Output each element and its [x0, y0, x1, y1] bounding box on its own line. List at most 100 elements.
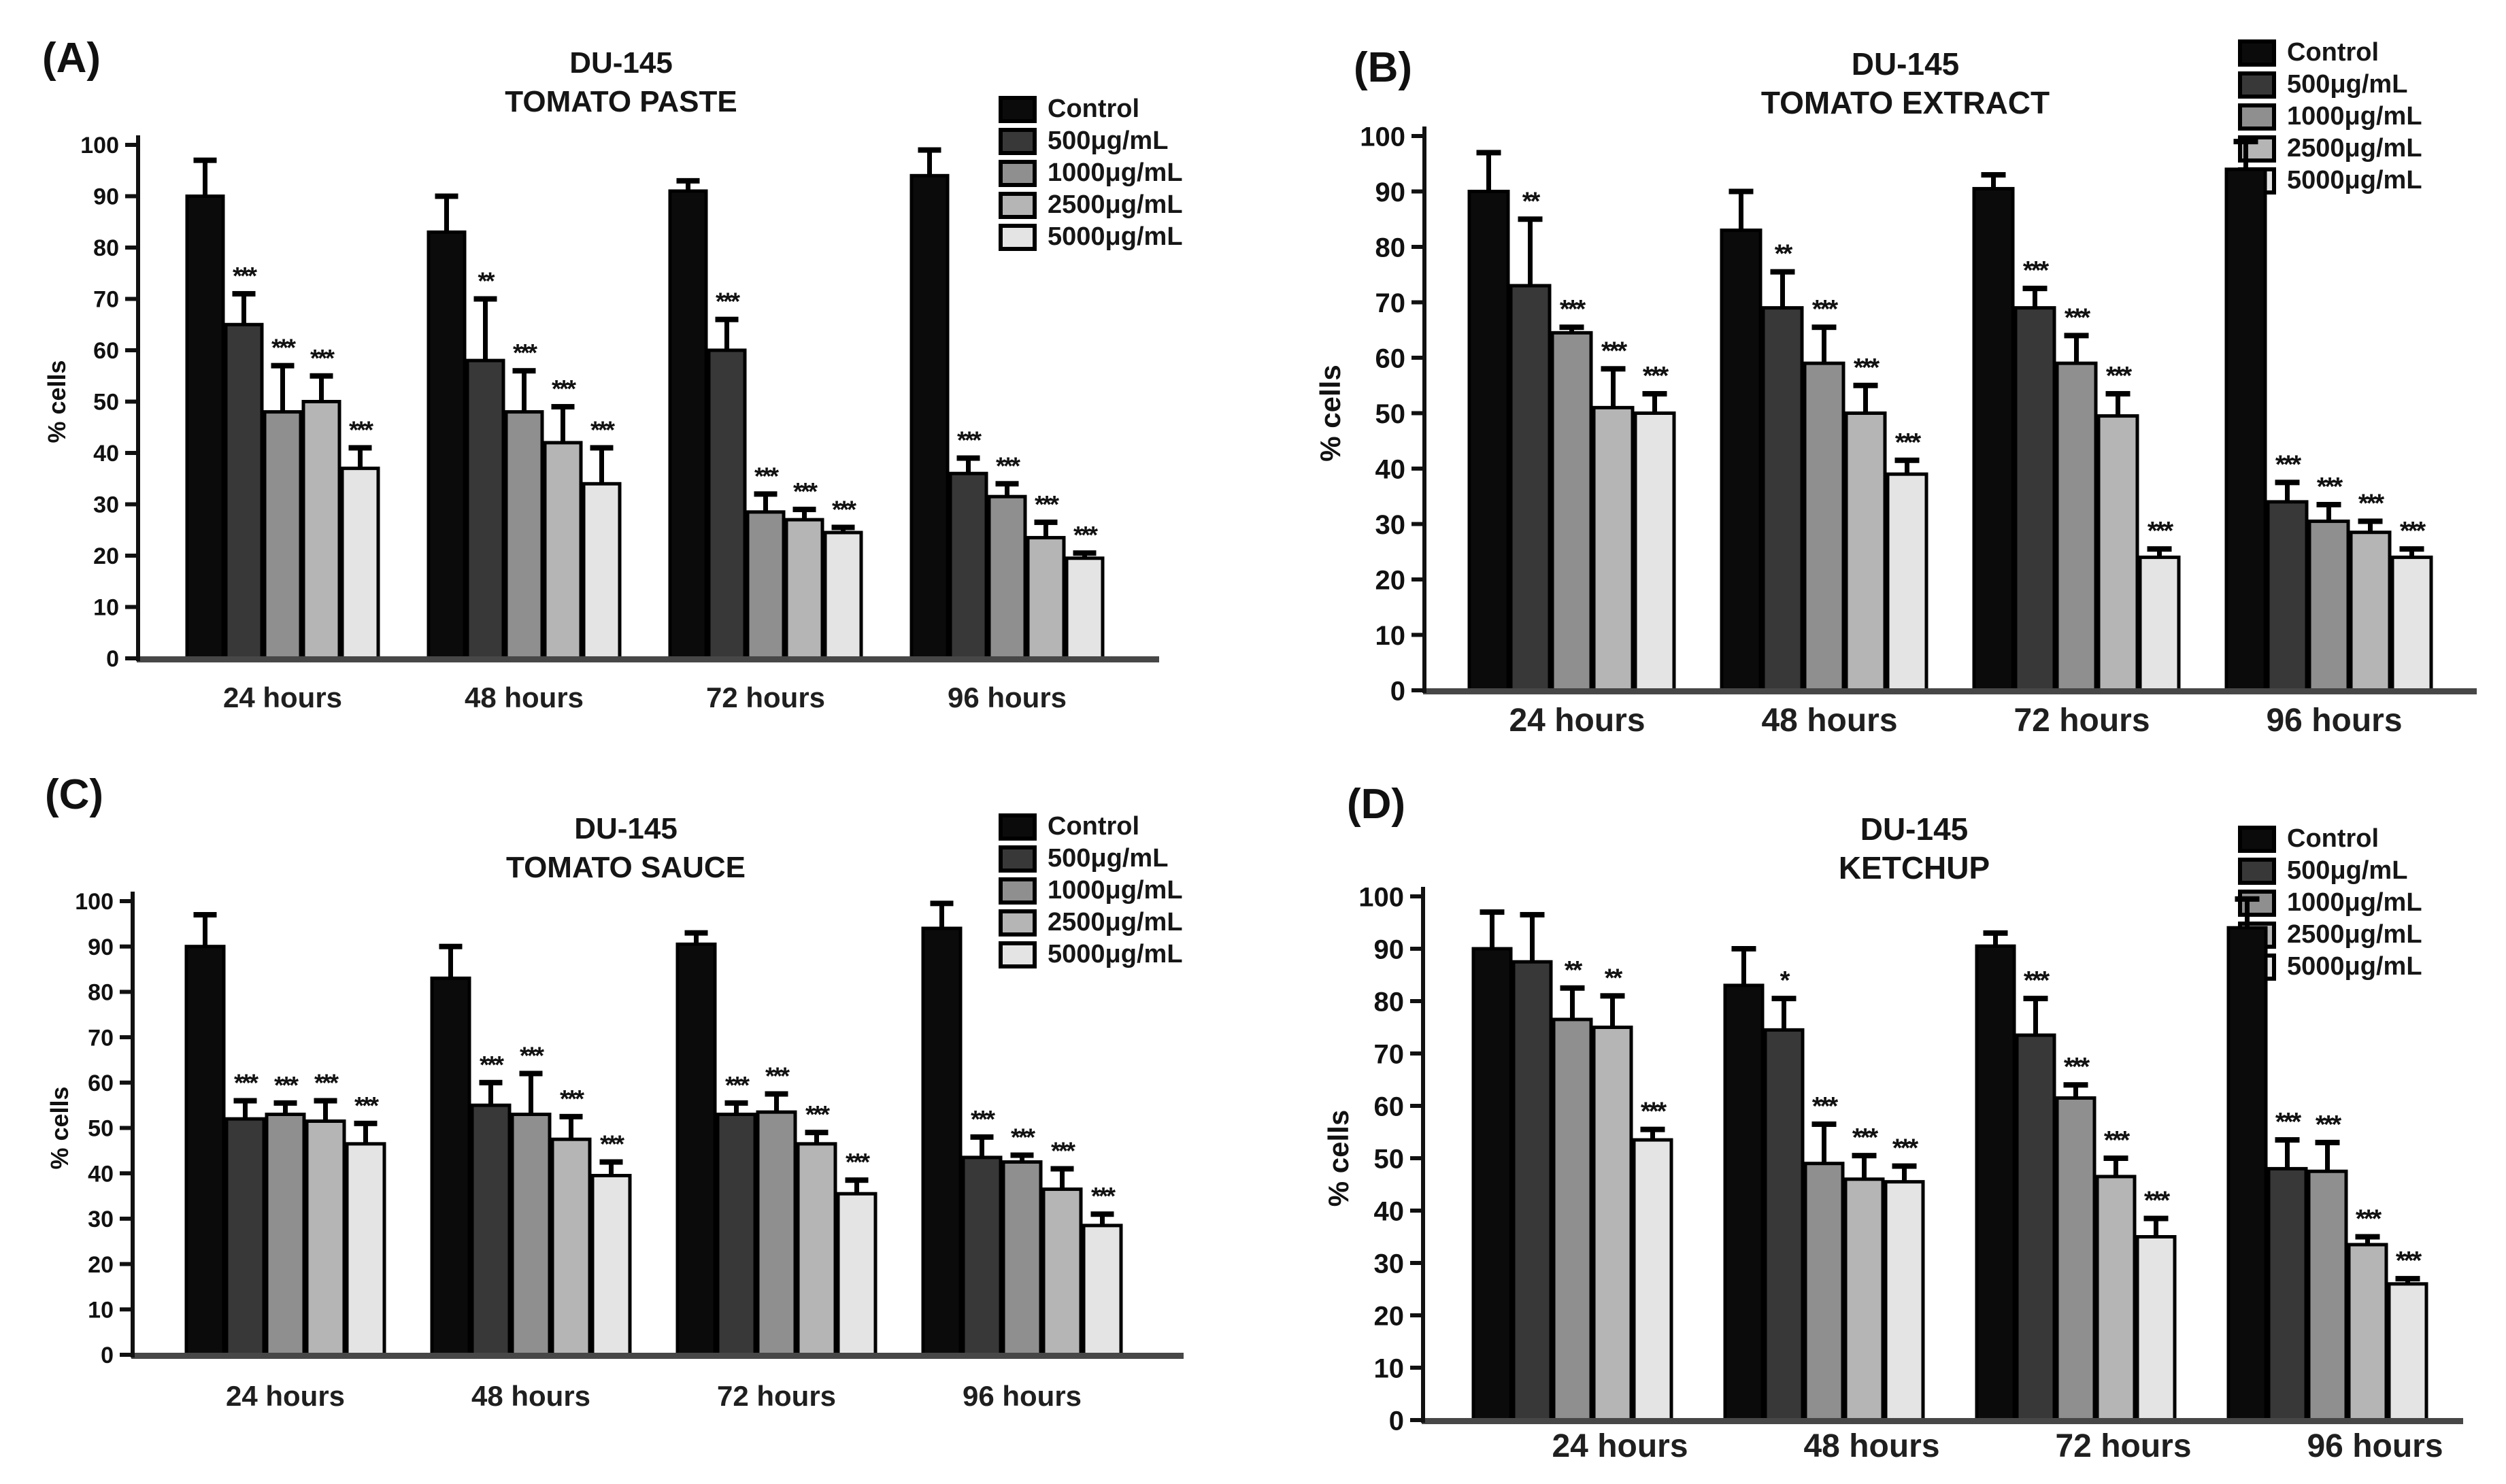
- error-bar-cap: [2235, 896, 2260, 902]
- bar: [796, 1142, 837, 1357]
- y-tick: [1411, 577, 1423, 581]
- error-bar: [2074, 335, 2079, 364]
- error-bar: [2325, 1142, 2330, 1172]
- bar: [510, 1112, 552, 1357]
- legend-label: Control: [2287, 824, 2379, 853]
- error-bar-cap: [1518, 216, 1543, 222]
- bar: [1592, 1026, 1633, 1422]
- error-bar-cap: [1640, 1126, 1665, 1132]
- y-tick: [120, 1126, 131, 1130]
- y-tick: [1410, 1051, 1422, 1056]
- error-bar-cap: [2023, 996, 2048, 1002]
- error-bar-cap: [1480, 909, 1505, 915]
- y-tick-label: 90: [88, 934, 114, 960]
- error-bar: [1528, 219, 1533, 286]
- error-bar: [488, 1082, 493, 1106]
- error-bar: [2114, 1158, 2118, 1177]
- bar: [2138, 555, 2181, 692]
- y-tick: [120, 1080, 131, 1085]
- y-tick-label: 50: [88, 1116, 114, 1142]
- bar: [707, 348, 747, 660]
- y-tick: [1411, 245, 1423, 249]
- error-bar-cap: [2143, 1215, 2169, 1221]
- error-bar: [1741, 949, 1746, 985]
- bar: [2224, 167, 2267, 692]
- panel-label: (C): [45, 771, 104, 818]
- y-tick-label: 0: [1390, 676, 1405, 706]
- error-bar: [1822, 1124, 1826, 1164]
- bar: [948, 471, 988, 660]
- y-axis-title: % cells: [46, 1086, 73, 1169]
- legend-swatch: [999, 159, 1037, 187]
- significance-stars: ***: [2024, 966, 2050, 995]
- legend-label: 500μg/mL: [1048, 844, 1169, 873]
- error-bar: [241, 293, 246, 325]
- legend-swatch: [999, 813, 1037, 841]
- error-bar: [522, 371, 527, 412]
- y-tick: [1410, 1261, 1422, 1265]
- bar: [921, 926, 963, 1357]
- error-bar-cap: [519, 1070, 543, 1077]
- bar: [1065, 556, 1105, 660]
- bar: [1550, 331, 1593, 692]
- x-group-label: 72 hours: [2055, 1428, 2191, 1464]
- x-axis: [137, 656, 1159, 662]
- error-bar-cap: [1559, 324, 1584, 331]
- significance-stars: ***: [2317, 473, 2343, 501]
- y-tick-label: 60: [93, 338, 119, 364]
- error-bar: [1611, 369, 1616, 408]
- error-bar-cap: [439, 943, 463, 949]
- y-tick-label: 40: [88, 1161, 114, 1187]
- bar: [1001, 1160, 1043, 1357]
- error-bar-cap: [473, 296, 497, 302]
- legend-row: 5000μg/mL: [999, 221, 1183, 253]
- bar-chart: ** *****24 hours******* ***48 hours*******…: [1322, 882, 2463, 1464]
- error-bar-cap: [1853, 382, 1878, 388]
- y-tick-label: 20: [88, 1252, 114, 1278]
- error-bar-cap: [754, 491, 778, 497]
- error-bar-cap: [2233, 139, 2258, 145]
- legend-label: 1000μg/mL: [2287, 102, 2422, 131]
- y-tick-label: 30: [1375, 510, 1406, 540]
- significance-stars: ***: [1601, 337, 1628, 365]
- error-bar-cap: [1050, 1166, 1074, 1172]
- error-bar-cap: [2358, 518, 2383, 524]
- legend-label: 5000μg/mL: [2287, 952, 2422, 981]
- legend-swatch: [2238, 889, 2276, 917]
- y-tick: [120, 990, 131, 994]
- bar: [185, 195, 225, 660]
- panel-tomato-paste: (A) DU-145 TOMATO PASTE Control 500μg/mL 1…: [0, 0, 1253, 742]
- bar: [1843, 1177, 1885, 1422]
- significance-stars: ***: [754, 462, 779, 490]
- error-bar-cap: [2063, 1082, 2088, 1088]
- significance-stars: ***: [2356, 1205, 2382, 1234]
- significance-stars: ***: [513, 339, 537, 367]
- y-tick-label: 10: [93, 595, 119, 621]
- x-group-label: 72 hours: [706, 681, 825, 713]
- error-bar: [1739, 191, 1743, 231]
- y-tick-label: 70: [1375, 288, 1406, 318]
- legend-row: 1000μg/mL: [2238, 101, 2422, 133]
- error-bar-cap: [845, 1177, 869, 1183]
- error-bar: [529, 1073, 533, 1115]
- significance-stars: ***: [725, 1071, 750, 1099]
- legend-row: Control: [2238, 823, 2422, 855]
- y-tick: [125, 554, 137, 558]
- error-bar: [363, 1123, 368, 1144]
- significance-stars: ***: [2148, 517, 2174, 545]
- bar: [1471, 947, 1513, 1422]
- y-tick: [125, 143, 137, 147]
- x-group-label: 24 hours: [1509, 703, 1645, 739]
- significance-stars: ***: [832, 495, 856, 523]
- legend-label: 2500μg/mL: [2287, 134, 2422, 163]
- significance-stars: ***: [2396, 1247, 2422, 1275]
- bar: [756, 1110, 797, 1357]
- significance-stars: ***: [1051, 1137, 1075, 1165]
- y-tick-label: 0: [101, 1343, 114, 1368]
- y-axis: [131, 892, 135, 1357]
- legend: Control 500μg/mL 1000μg/mL 2500μg/mL 5000μg/…: [999, 93, 1183, 253]
- legend-swatch: [999, 127, 1037, 155]
- legend-swatch: [999, 941, 1037, 968]
- legend-label: 5000μg/mL: [1048, 222, 1183, 251]
